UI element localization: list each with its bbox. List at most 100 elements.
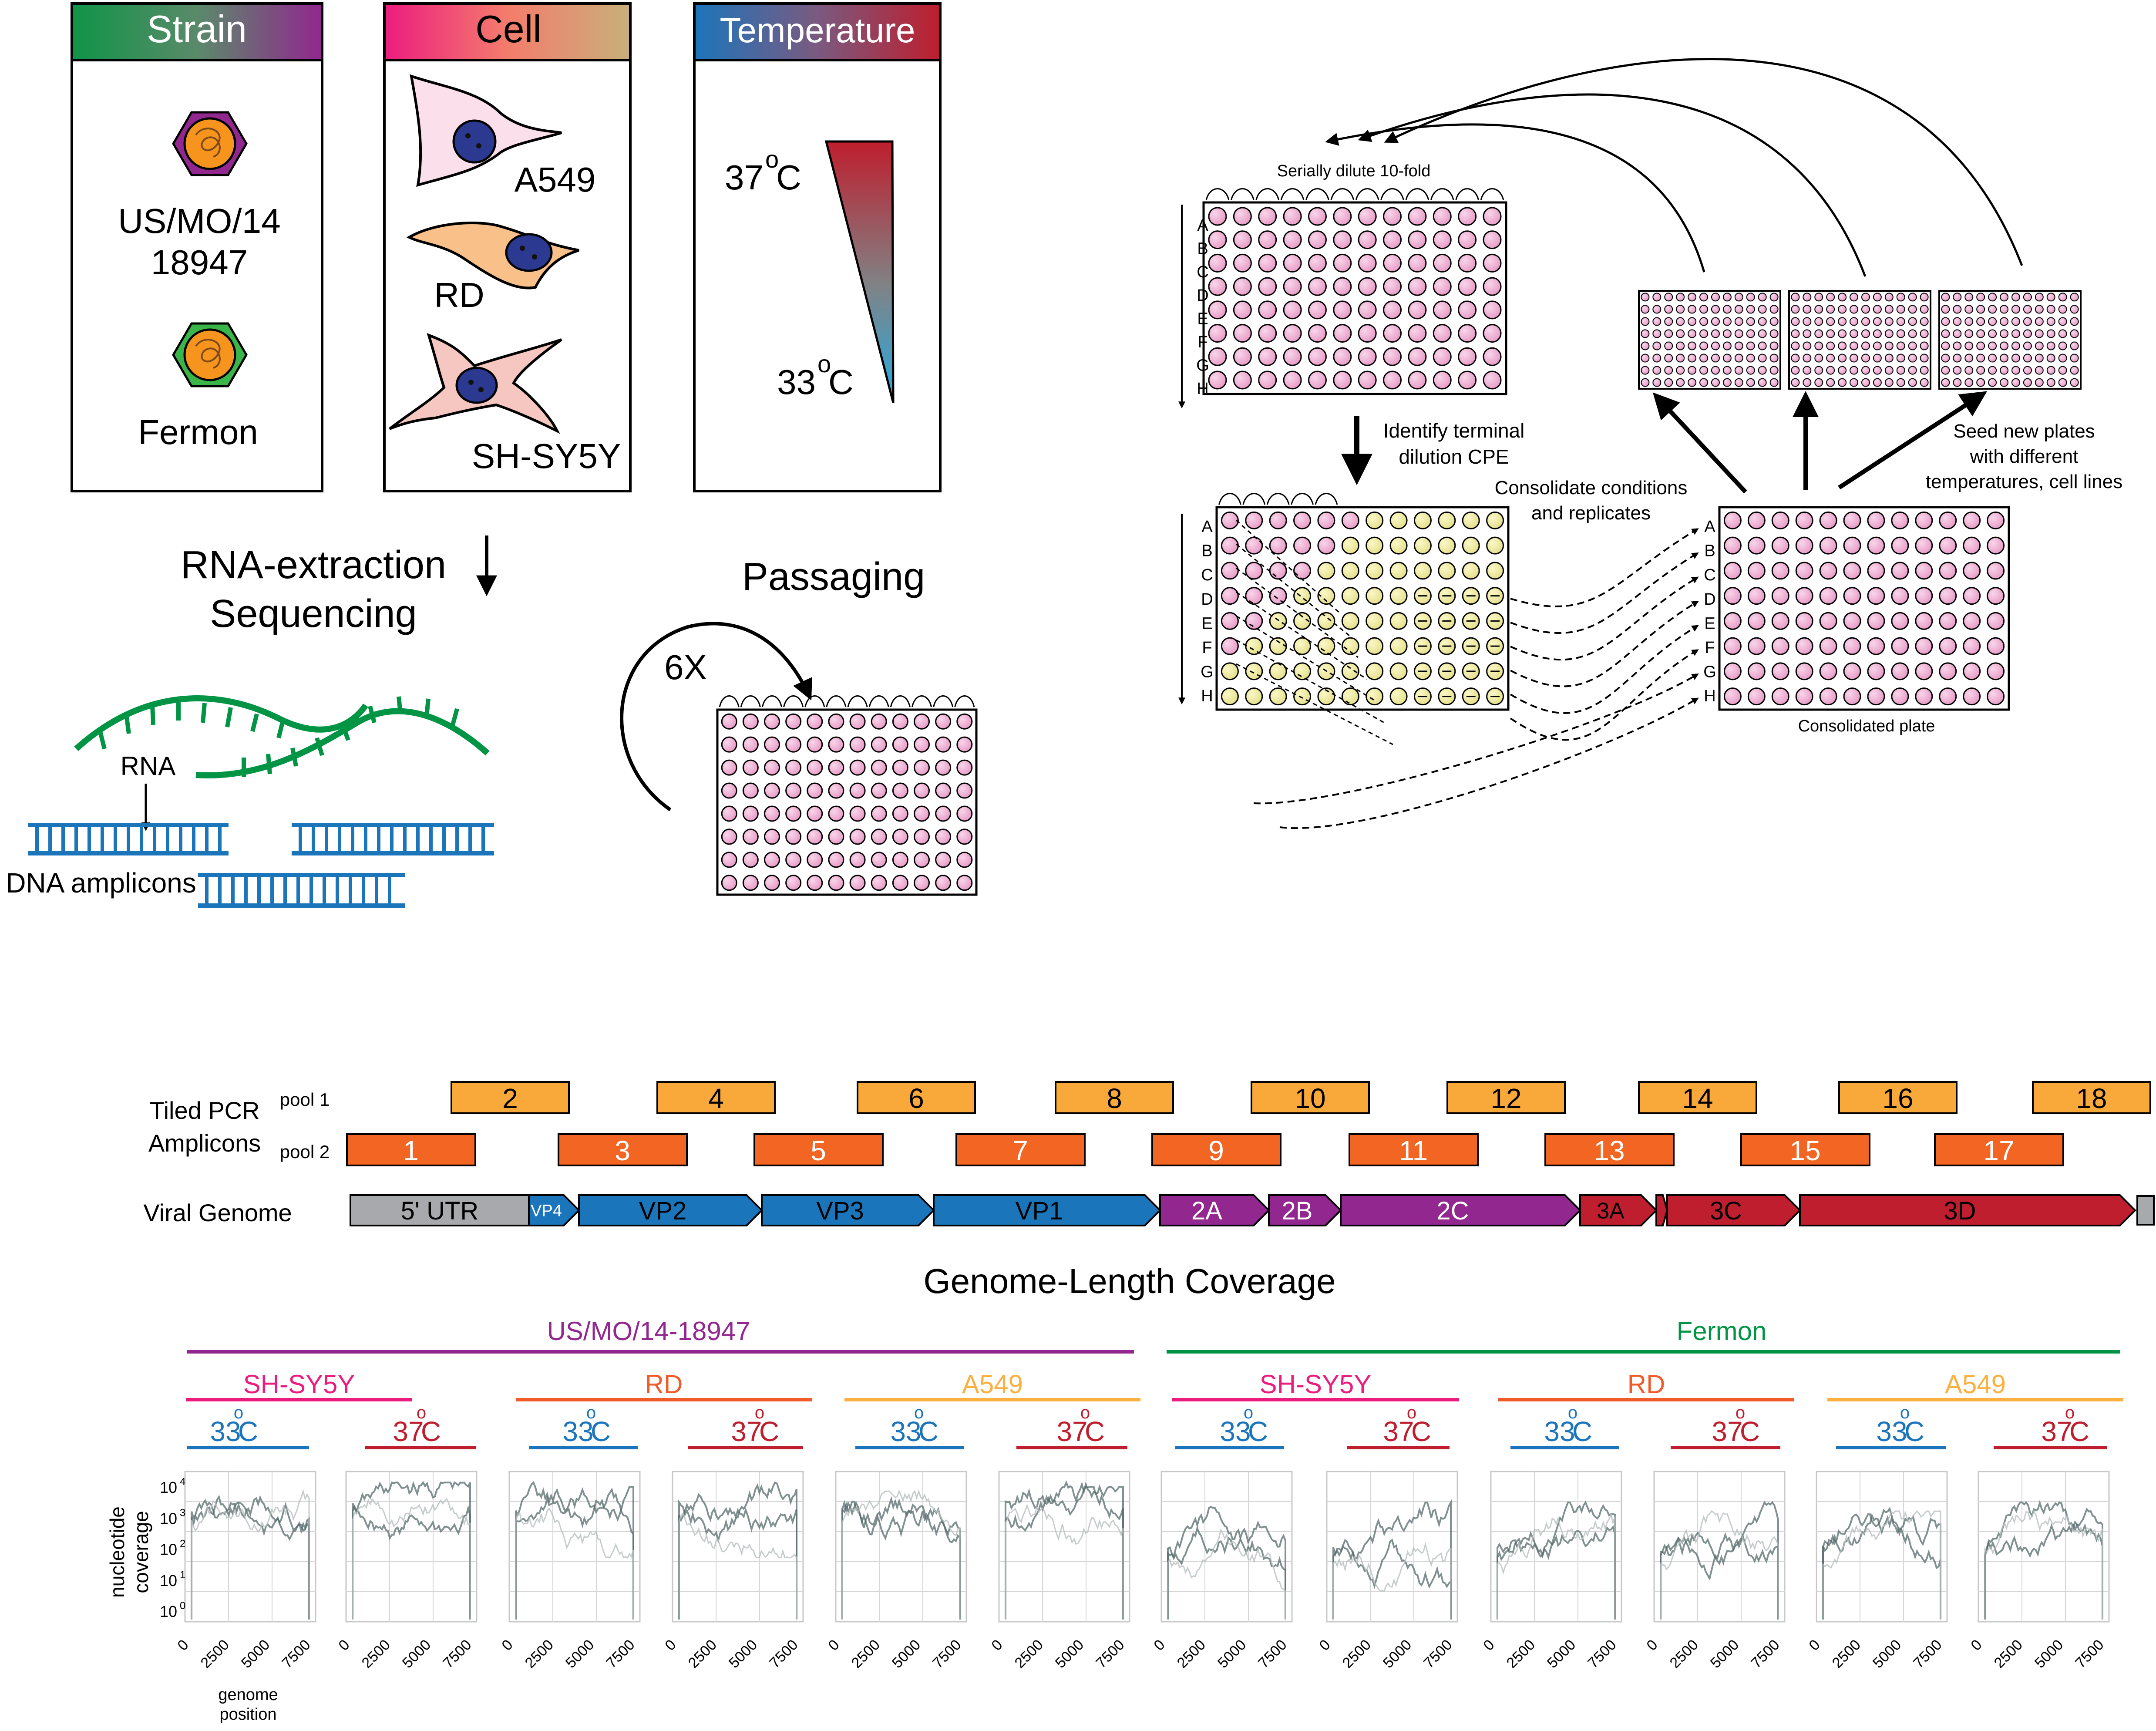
plate-well — [1245, 536, 1263, 555]
genome-region — [1340, 1194, 1581, 1226]
plate-well — [2046, 341, 2055, 350]
plate-well — [2011, 341, 2020, 350]
plate-well — [1884, 329, 1894, 338]
plate-well — [1333, 253, 1352, 273]
plate-well — [1723, 587, 1742, 605]
plate-well — [1826, 305, 1835, 314]
plate-frame — [1938, 290, 2082, 390]
plate-well — [1908, 293, 1917, 302]
plate-well — [1722, 329, 1732, 338]
plate-well — [785, 828, 802, 845]
xtick: 7500 — [1584, 1637, 1619, 1671]
pool2-amplicon — [753, 1133, 884, 1166]
plate-well — [1308, 277, 1327, 296]
plate-well — [1819, 587, 1837, 605]
plate-well — [1722, 366, 1732, 375]
plate-well — [1791, 317, 1800, 326]
plate-well — [1826, 378, 1835, 387]
plate-well — [1915, 612, 1933, 630]
plate-well — [1221, 612, 1239, 630]
plate-well — [1746, 366, 1755, 375]
plate-well — [1245, 562, 1263, 580]
plate-well — [1245, 511, 1263, 529]
plate-well — [1641, 293, 1650, 302]
plate-well — [1293, 612, 1312, 630]
ytick: 10 — [160, 1572, 177, 1590]
plate-well — [1245, 662, 1263, 680]
plate-well — [1953, 293, 1962, 302]
plate-well — [1964, 366, 1974, 375]
plate-well — [1699, 329, 1709, 338]
pool1-amplicon-label: 18 — [2076, 1083, 2107, 1114]
row-label: E — [1201, 614, 1212, 633]
sequencing-label: Sequencing — [210, 592, 417, 636]
identify-line1: Identify terminal — [1383, 419, 1525, 442]
plate-well — [1791, 329, 1800, 338]
dna-amplicons-label: DNA amplicons — [6, 867, 196, 899]
row-label: A — [1704, 518, 1715, 536]
plate-well — [1819, 662, 1837, 680]
pool1-amplicon-label: 8 — [1107, 1083, 1122, 1114]
plate-well — [1791, 354, 1800, 363]
plate-well — [914, 852, 930, 868]
plate-well — [1771, 536, 1789, 555]
plate-well — [1850, 366, 1859, 375]
plate-well — [1896, 317, 1905, 326]
plate-well — [1676, 341, 1685, 350]
plate-well — [2058, 305, 2067, 314]
plate-well — [1891, 687, 1909, 706]
plate-well — [1987, 511, 2005, 529]
shsy5y-cell-icon — [389, 333, 562, 434]
plate-well — [1838, 329, 1847, 338]
coverage-plot: 0 2500 5000 7500 — [1480, 1471, 1622, 1671]
plate-well — [1433, 277, 1452, 296]
plate-well — [1867, 687, 1885, 706]
plate-well — [1433, 230, 1452, 249]
xtick: 5000 — [1544, 1637, 1579, 1671]
plate-well — [1884, 341, 1894, 350]
pool2-amplicon — [1934, 1133, 2064, 1166]
plate-well — [935, 805, 952, 822]
rna-strand-2 — [195, 708, 490, 778]
plate-well — [1483, 253, 1502, 273]
plate-well — [1221, 562, 1239, 580]
plate-well — [1843, 587, 1861, 605]
plate-well — [1939, 587, 1957, 605]
pool2-amplicon-label: 15 — [1789, 1135, 1820, 1166]
pool1-amplicon — [2032, 1081, 2151, 1114]
plate-well — [1458, 347, 1477, 366]
xtick: 2500 — [359, 1637, 394, 1671]
plate-well — [1458, 300, 1477, 320]
temp-unit: C — [1740, 1416, 1760, 1447]
amplicons-label: Amplicons — [148, 1129, 261, 1157]
plate-well — [1908, 317, 1917, 326]
plate-well — [1233, 347, 1252, 366]
plate-well — [1333, 347, 1352, 366]
xtick: 0 — [174, 1637, 192, 1654]
plate-well — [1245, 587, 1263, 605]
plate-well — [2058, 329, 2067, 338]
plate-well — [1408, 300, 1427, 320]
plate-well — [764, 782, 780, 799]
plate-well — [1317, 687, 1335, 706]
plate-well — [1941, 329, 1950, 338]
cell-rd: RD — [434, 276, 484, 314]
plate-well — [2058, 293, 2067, 302]
plate-well — [1722, 378, 1732, 387]
row-label: H — [1704, 687, 1715, 705]
plate-well — [935, 782, 952, 799]
temp-unit: C — [421, 1416, 441, 1447]
plate-well — [956, 782, 973, 799]
pool1-amplicon — [1251, 1081, 1370, 1114]
xtick: 2500 — [1339, 1637, 1374, 1671]
plate-well — [1383, 207, 1402, 226]
plate-well — [1867, 511, 1885, 529]
plate-well — [1795, 662, 1813, 680]
plate-well — [1221, 637, 1239, 655]
plate-well — [1221, 662, 1239, 680]
plate-well — [1676, 354, 1685, 363]
pool2-amplicon-label: 9 — [1208, 1135, 1224, 1166]
plate-well — [1664, 317, 1673, 326]
plate-well — [892, 736, 908, 753]
plate-well — [1884, 317, 1894, 326]
